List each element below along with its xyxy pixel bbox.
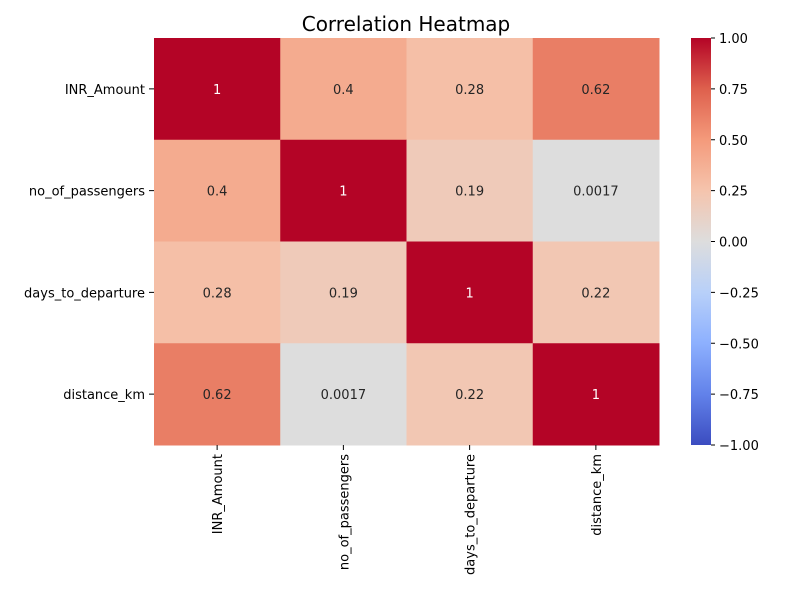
y-tick-label: distance_km bbox=[63, 388, 145, 403]
cell-value-label: 0.4 bbox=[207, 185, 228, 200]
y-tick-label: days_to_departure bbox=[24, 286, 145, 301]
y-tick-label: no_of_passengers bbox=[29, 185, 145, 200]
heatmap-cell bbox=[280, 139, 407, 242]
chart-title: Correlation Heatmap bbox=[302, 12, 511, 36]
heatmap-cell bbox=[280, 343, 407, 446]
colorbar: 1.00 0.75 0.50 0.25 0.00 −0.25 −0.50 −0.75 −1.00 bbox=[691, 32, 759, 454]
heatmap-cell bbox=[154, 139, 281, 242]
heatmap-cell bbox=[532, 343, 660, 446]
cell-value-label: 1 bbox=[592, 388, 600, 403]
cell-value-label: 0.62 bbox=[203, 388, 232, 403]
heatmap-cell bbox=[532, 241, 660, 344]
heatmap-cell bbox=[406, 343, 534, 446]
colorbar-tick-label: 0.00 bbox=[719, 236, 748, 251]
cell-value-label: 0.28 bbox=[455, 83, 484, 98]
heatmap-cell bbox=[154, 241, 281, 344]
colorbar-gradient bbox=[691, 38, 711, 445]
cell-value-label: 0.62 bbox=[581, 83, 610, 98]
heatmap-cell bbox=[406, 241, 534, 344]
colorbar-tick-label: 0.50 bbox=[719, 134, 748, 149]
colorbar-tick-label: −0.50 bbox=[719, 337, 759, 352]
cell-value-label: 1 bbox=[465, 286, 473, 301]
heatmap-cell bbox=[532, 38, 660, 141]
colorbar-tick-label: −0.75 bbox=[719, 388, 759, 403]
heatmap-cell bbox=[154, 38, 281, 141]
colorbar-tick-label: −0.25 bbox=[719, 286, 759, 301]
x-axis-tick-labels: INR_Amount no_of_passengers days_to_depart… bbox=[211, 445, 605, 575]
heatmap-cell bbox=[154, 343, 281, 446]
cell-value-label: 0.19 bbox=[455, 185, 484, 200]
x-tick-label: distance_km bbox=[590, 454, 605, 536]
cell-value-label: 0.4 bbox=[333, 83, 354, 98]
heatmap-cell bbox=[406, 139, 534, 242]
heatmap-cells: 1 0.4 0.28 0.62 0.4 1 0.19 0.0017 0.28 0.19 1 0.22 0… bbox=[154, 38, 660, 446]
cell-value-label: 0.28 bbox=[203, 286, 232, 301]
x-tick-label: days_to_departure bbox=[464, 454, 479, 575]
cell-value-label: 0.22 bbox=[455, 388, 484, 403]
colorbar-tick-label: 0.25 bbox=[719, 185, 748, 200]
heatmap-cell bbox=[406, 38, 534, 141]
cell-value-label: 0.0017 bbox=[321, 388, 367, 403]
heatmap-cell bbox=[280, 241, 407, 344]
heatmap-cell bbox=[280, 38, 407, 141]
colorbar-tick-label: 1.00 bbox=[719, 32, 748, 47]
x-tick-label: no_of_passengers bbox=[337, 454, 352, 570]
cell-value-label: 0.0017 bbox=[573, 185, 619, 200]
x-tick-label: INR_Amount bbox=[211, 454, 226, 534]
cell-value-label: 1 bbox=[339, 185, 347, 200]
cell-value-label: 0.19 bbox=[329, 286, 358, 301]
colorbar-tick-label: −1.00 bbox=[719, 439, 759, 454]
heatmap-cell bbox=[532, 139, 660, 242]
cell-value-label: 1 bbox=[213, 83, 221, 98]
colorbar-tick-label: 0.75 bbox=[719, 83, 748, 98]
y-axis-tick-labels: INR_Amount no_of_passengers days_to_depart… bbox=[24, 83, 154, 403]
cell-value-label: 0.22 bbox=[581, 286, 610, 301]
y-tick-label: INR_Amount bbox=[65, 83, 145, 98]
